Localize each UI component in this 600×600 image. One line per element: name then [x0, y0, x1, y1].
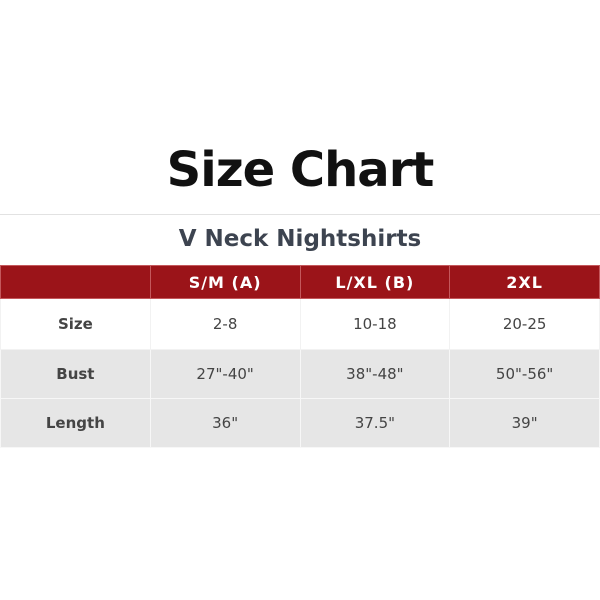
product-subtitle: V Neck Nightshirts: [178, 226, 422, 252]
header-cell-2xl: 2XL: [449, 265, 600, 299]
table-cell: 39": [449, 398, 600, 448]
header-cell-sm: S/M (A): [149, 265, 301, 299]
table-cell: 27"-40": [149, 349, 301, 399]
header-cell-empty: [0, 265, 151, 299]
row-label: Bust: [0, 349, 151, 399]
divider: [0, 214, 600, 215]
table-row: Bust 27"-40" 38"-48" 50"-56": [0, 349, 600, 399]
table-cell: 2-8: [149, 298, 301, 350]
table-cell: 37.5": [299, 398, 451, 448]
header-cell-lxl: L/XL (B): [299, 265, 451, 299]
row-label: Length: [0, 398, 151, 448]
row-label: Size: [0, 298, 151, 350]
table-cell: 38"-48": [299, 349, 451, 399]
table-cell: 36": [149, 398, 301, 448]
table-row: Size 2-8 10-18 20-25: [0, 298, 600, 350]
table-cell: 20-25: [449, 298, 600, 350]
size-table: S/M (A) L/XL (B) 2XL Size 2-8 10-18 20-2…: [0, 265, 600, 448]
page-title: Size Chart: [166, 142, 435, 198]
table-cell: 50"-56": [449, 349, 600, 399]
table-cell: 10-18: [299, 298, 451, 350]
header-row: S/M (A) L/XL (B) 2XL: [0, 265, 600, 299]
table-row: Length 36" 37.5" 39": [0, 398, 600, 448]
